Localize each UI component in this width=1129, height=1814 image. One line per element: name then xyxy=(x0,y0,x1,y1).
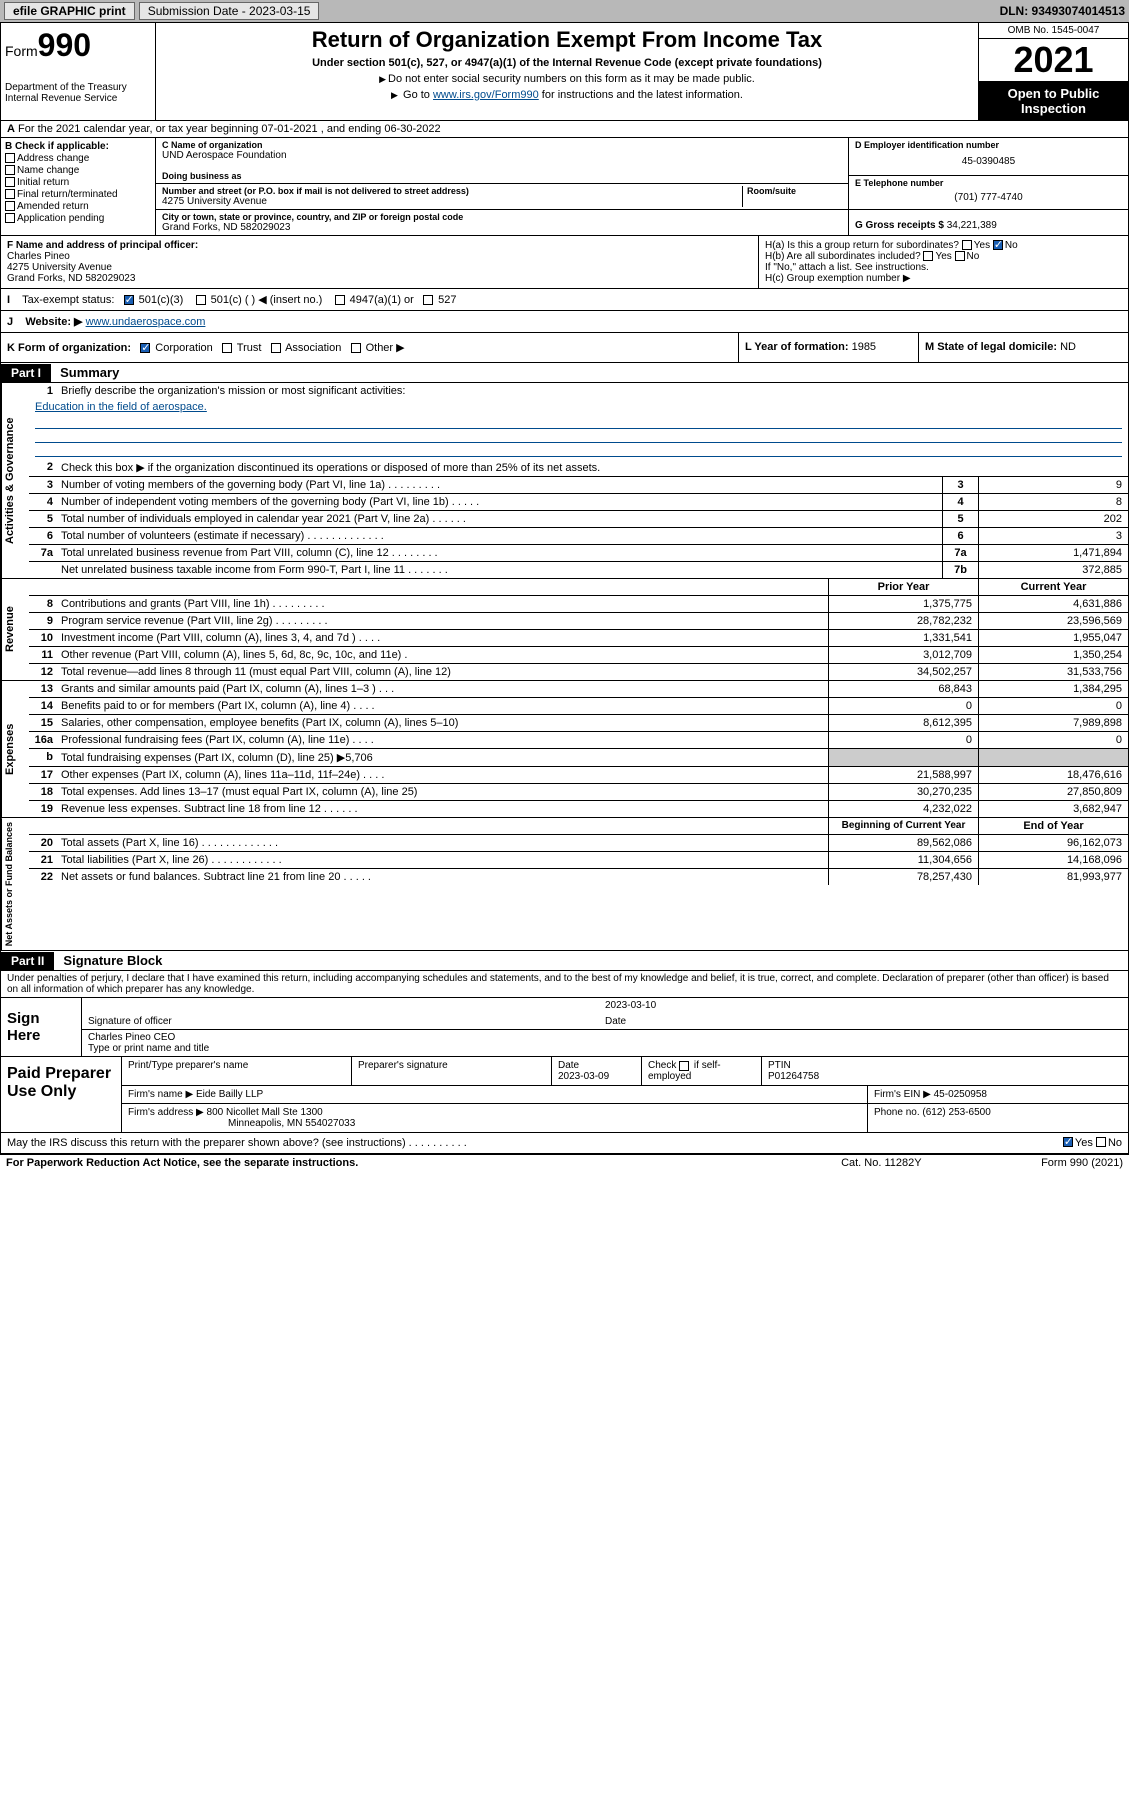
chk-501c[interactable] xyxy=(196,295,206,305)
submission-date: Submission Date - 2023-03-15 xyxy=(139,2,320,20)
org-name-box: C Name of organization UND Aerospace Fou… xyxy=(156,138,848,184)
note-ssn: Do not enter social security numbers on … xyxy=(160,73,974,85)
officer-name: Charles Pineo xyxy=(7,251,70,262)
v6: 3 xyxy=(978,528,1128,544)
part2-header: Part II Signature Block xyxy=(0,951,1129,971)
revenue-section: Revenue Prior YearCurrent Year 8Contribu… xyxy=(0,579,1129,681)
form-subtitle: Under section 501(c), 527, or 4947(a)(1)… xyxy=(160,57,974,69)
chk-hb-no[interactable] xyxy=(955,251,965,261)
city-state-zip: Grand Forks, ND 582029023 xyxy=(162,222,842,233)
firm-phone: (612) 253-6500 xyxy=(922,1107,990,1118)
row-f-h: F Name and address of principal officer:… xyxy=(0,236,1129,289)
chk-ha-no[interactable] xyxy=(993,240,1003,250)
footer: For Paperwork Reduction Act Notice, see … xyxy=(0,1154,1129,1171)
expenses-section: Expenses 13Grants and similar amounts pa… xyxy=(0,681,1129,818)
vtab-revenue: Revenue xyxy=(1,579,29,680)
chk-assoc[interactable] xyxy=(271,343,281,353)
street-address: 4275 University Avenue xyxy=(162,196,742,207)
form-number: Form990 xyxy=(5,27,151,64)
org-name: UND Aerospace Foundation xyxy=(162,150,842,161)
v4: 8 xyxy=(978,494,1128,510)
mission: Education in the field of aerospace. xyxy=(29,399,1128,415)
tax-year: 2021 xyxy=(979,39,1128,82)
chk-other[interactable] xyxy=(351,343,361,353)
year-formation: L Year of formation: 1985 xyxy=(738,333,918,362)
chk-4947[interactable] xyxy=(335,295,345,305)
chk-ha-yes[interactable] xyxy=(962,240,972,250)
ein: 45-0390485 xyxy=(855,150,1122,173)
h-box: H(a) Is this a group return for subordin… xyxy=(758,236,1128,288)
chk-self-employed[interactable] xyxy=(679,1061,689,1071)
chk-app-pending[interactable] xyxy=(5,213,15,223)
phone-box: E Telephone number (701) 777-4740 xyxy=(849,176,1128,210)
phone: (701) 777-4740 xyxy=(855,188,1122,207)
col-right: D Employer identification number 45-0390… xyxy=(848,138,1128,235)
omb-number: OMB No. 1545-0047 xyxy=(979,23,1128,39)
ptin: P01264758 xyxy=(768,1071,819,1082)
chk-amended[interactable] xyxy=(5,201,15,211)
chk-trust[interactable] xyxy=(222,343,232,353)
website[interactable]: www.undaerospace.com xyxy=(86,316,206,328)
sig-date: 2023-03-10 xyxy=(605,1000,1122,1016)
header-right: OMB No. 1545-0047 2021 Open to Public In… xyxy=(978,23,1128,120)
officer-sig-name: Charles Pineo CEO xyxy=(88,1032,1122,1043)
chk-discuss-yes[interactable] xyxy=(1063,1137,1073,1147)
prep-date: 2023-03-09 xyxy=(558,1071,609,1082)
row-j: J Website: ▶ www.undaerospace.com xyxy=(0,311,1129,333)
gross-receipts: 34,221,389 xyxy=(947,220,997,231)
chk-hb-yes[interactable] xyxy=(923,251,933,261)
ein-box: D Employer identification number 45-0390… xyxy=(849,138,1128,176)
chk-527[interactable] xyxy=(423,295,433,305)
v7b: 372,885 xyxy=(978,562,1128,578)
chk-initial-return[interactable] xyxy=(5,177,15,187)
addr-box: Number and street (or P.O. box if mail i… xyxy=(156,184,848,210)
form-header: Form990 Department of the Treasury Inter… xyxy=(0,22,1129,121)
chk-discuss-no[interactable] xyxy=(1096,1137,1106,1147)
col-b: B Check if applicable: Address change Na… xyxy=(1,138,156,235)
note-link: Go to www.irs.gov/Form990 for instructio… xyxy=(160,89,974,101)
officer-box: F Name and address of principal officer:… xyxy=(1,236,758,288)
v7a: 1,471,894 xyxy=(978,545,1128,561)
chk-corp[interactable] xyxy=(140,343,150,353)
firm-ein: 45-0250958 xyxy=(934,1089,987,1100)
row-k: K Form of organization: Corporation Trus… xyxy=(0,333,1129,363)
state-domicile: M State of legal domicile: ND xyxy=(918,333,1128,362)
chk-501c3[interactable] xyxy=(124,295,134,305)
firm-name: Eide Bailly LLP xyxy=(196,1089,263,1100)
vtab-activities: Activities & Governance xyxy=(1,383,29,578)
header-mid: Return of Organization Exempt From Incom… xyxy=(156,23,978,120)
vtab-netassets: Net Assets or Fund Balances xyxy=(1,818,29,950)
form-of-org: K Form of organization: Corporation Trus… xyxy=(1,333,738,362)
irs-link[interactable]: www.irs.gov/Form990 xyxy=(433,89,539,101)
row-a-taxyear: A For the 2021 calendar year, or tax yea… xyxy=(0,121,1129,138)
vtab-expenses: Expenses xyxy=(1,681,29,817)
net-assets-section: Net Assets or Fund Balances Beginning of… xyxy=(0,818,1129,951)
may-discuss: May the IRS discuss this return with the… xyxy=(0,1133,1129,1154)
city-box: City or town, state or province, country… xyxy=(156,210,848,235)
efile-print-button[interactable]: efile GRAPHIC print xyxy=(4,2,135,20)
dept-treasury: Department of the Treasury Internal Reve… xyxy=(5,82,151,104)
part1-header: Part I Summary xyxy=(0,363,1129,383)
form-title: Return of Organization Exempt From Incom… xyxy=(160,27,974,53)
sig-declaration: Under penalties of perjury, I declare th… xyxy=(0,971,1129,998)
col-c: C Name of organization UND Aerospace Fou… xyxy=(156,138,848,235)
header-grid: B Check if applicable: Address change Na… xyxy=(0,138,1129,236)
gross-receipts-box: G Gross receipts $ 34,221,389 xyxy=(849,210,1128,233)
v3: 9 xyxy=(978,477,1128,493)
chk-final-return[interactable] xyxy=(5,189,15,199)
header-left: Form990 Department of the Treasury Inter… xyxy=(1,23,156,120)
firm-addr: 800 Nicollet Mall Ste 1300 xyxy=(207,1107,323,1118)
topbar: efile GRAPHIC print Submission Date - 20… xyxy=(0,0,1129,22)
dln: DLN: 93493074014513 xyxy=(1000,4,1125,18)
row-i: I Tax-exempt status: 501(c)(3) 501(c) ( … xyxy=(0,289,1129,311)
sign-here: Sign Here Signature of officer 2023-03-1… xyxy=(0,998,1129,1057)
paid-preparer: Paid Preparer Use Only Print/Type prepar… xyxy=(0,1057,1129,1133)
chk-name-change[interactable] xyxy=(5,165,15,175)
open-inspection: Open to Public Inspection xyxy=(979,82,1128,120)
chk-address-change[interactable] xyxy=(5,153,15,163)
activities-governance: Activities & Governance 1Briefly describ… xyxy=(0,383,1129,579)
v5: 202 xyxy=(978,511,1128,527)
